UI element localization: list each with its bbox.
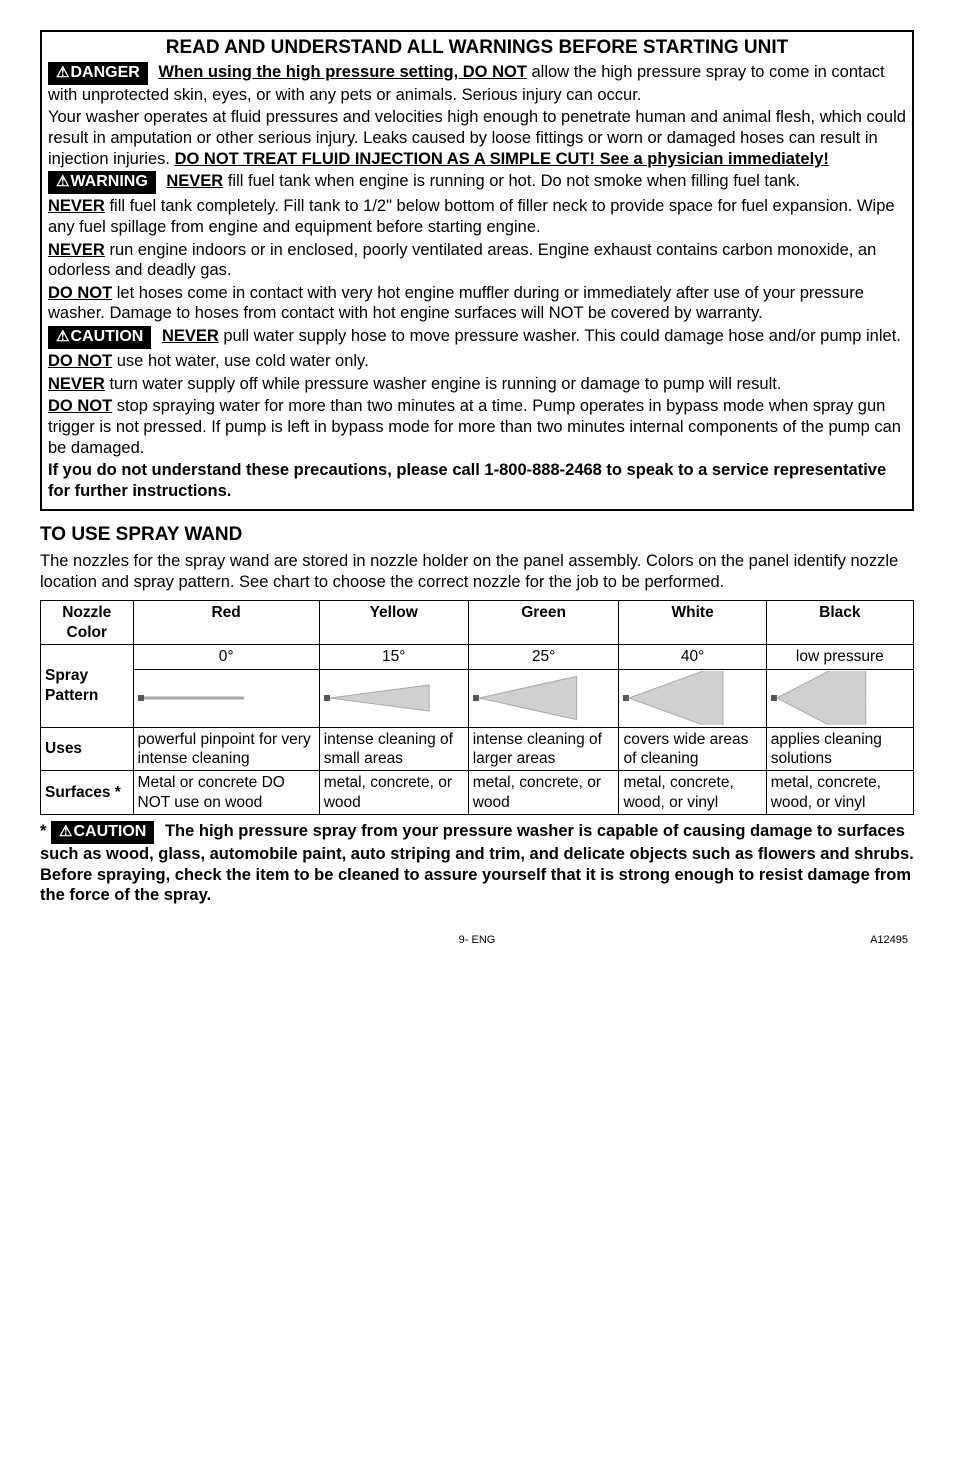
p10-rest: stop spraying water for more than two mi… <box>48 397 901 456</box>
pattern-4 <box>766 669 913 727</box>
warning-triangle-icon <box>56 173 70 190</box>
spray-icon <box>138 671 258 725</box>
p4-lead: NEVER <box>48 197 105 215</box>
p3-rest: fill fuel tank when engine is running or… <box>223 172 800 190</box>
th-yellow: Yellow <box>319 601 468 645</box>
p4-rest: fill fuel tank completely. Fill tank to … <box>48 197 895 236</box>
p11: If you do not understand these precautio… <box>48 460 906 501</box>
table-uses-row: Uses powerful pinpoint for very intense … <box>41 727 914 771</box>
surfaces-3: metal, concrete, wood, or vinyl <box>619 771 766 815</box>
surfaces-2: metal, concrete, or wood <box>468 771 619 815</box>
footnote-star: * <box>40 822 46 840</box>
spray-icon <box>623 671 743 725</box>
surfaces-4: metal, concrete, wood, or vinyl <box>766 771 913 815</box>
caution-badge: CAUTION <box>48 326 151 349</box>
caution-paragraph: CAUTION NEVER pull water supply hose to … <box>48 326 906 349</box>
uses-3: covers wide areas of cleaning <box>619 727 766 771</box>
table-pattern-row <box>41 669 914 727</box>
page-footer: 9- ENG A12495 <box>40 934 914 948</box>
p10: DO NOT stop spraying water for more than… <box>48 396 906 458</box>
p6: DO NOT let hoses come in contact with ve… <box>48 283 906 324</box>
p7-lead: NEVER <box>162 327 219 345</box>
p9-lead: NEVER <box>48 375 105 393</box>
p5-lead: NEVER <box>48 241 105 259</box>
pattern-1 <box>319 669 468 727</box>
warnings-box: READ AND UNDERSTAND ALL WARNINGS BEFORE … <box>40 30 914 511</box>
p2b: DO NOT TREAT FLUID INJECTION AS A SIMPLE… <box>175 150 829 168</box>
p6-rest: let hoses come in contact with very hot … <box>48 284 864 323</box>
table-surfaces-row: Surfaces * Metal or concrete DO NOT use … <box>41 771 914 815</box>
deg-2: 25° <box>468 645 619 669</box>
spray-icon <box>324 671 444 725</box>
surfaces-0: Metal or concrete DO NOT use on wood <box>133 771 319 815</box>
warning-paragraph: WARNING NEVER fill fuel tank when engine… <box>48 171 906 194</box>
pattern-0 <box>133 669 319 727</box>
th-white: White <box>619 601 766 645</box>
p8-lead: DO NOT <box>48 352 112 370</box>
th-black: Black <box>766 601 913 645</box>
spray-icon <box>771 671 891 725</box>
p6-lead: DO NOT <box>48 284 112 302</box>
section-title: TO USE SPRAY WAND <box>40 523 914 547</box>
deg-3: 40° <box>619 645 766 669</box>
p5: NEVER run engine indoors or in enclosed,… <box>48 240 906 281</box>
footnote-text: The high pressure spray from your pressu… <box>40 822 914 904</box>
p5-rest: run engine indoors or in enclosed, poorl… <box>48 241 876 280</box>
footer-center: 9- ENG <box>459 934 496 948</box>
uses-1: intense cleaning of small areas <box>319 727 468 771</box>
deg-0: 0° <box>133 645 319 669</box>
p10-lead: DO NOT <box>48 397 112 415</box>
nozzle-table: Nozzle Color Red Yellow Green White Blac… <box>40 600 914 815</box>
p4: NEVER fill fuel tank completely. Fill ta… <box>48 196 906 237</box>
warning-triangle-icon <box>59 823 73 840</box>
table-degree-row: Spray Pattern 0° 15° 25° 40° low pressur… <box>41 645 914 669</box>
p9-rest: turn water supply off while pressure was… <box>105 375 782 393</box>
row-label-spray-pattern: Spray Pattern <box>41 645 134 727</box>
row-label-surfaces: Surfaces * <box>41 771 134 815</box>
row-label-uses: Uses <box>41 727 134 771</box>
p7-rest: pull water supply hose to move pressure … <box>219 327 901 345</box>
spray-icon <box>473 671 593 725</box>
footer-right: A12495 <box>870 934 908 948</box>
uses-4: applies cleaning solutions <box>766 727 913 771</box>
p8-rest: use hot water, use cold water only. <box>112 352 369 370</box>
pattern-2 <box>468 669 619 727</box>
table-header-row: Nozzle Color Red Yellow Green White Blac… <box>41 601 914 645</box>
p9: NEVER turn water supply off while pressu… <box>48 374 906 395</box>
danger-paragraph: DANGER When using the high pressure sett… <box>48 62 906 106</box>
th-red: Red <box>133 601 319 645</box>
deg-1: 15° <box>319 645 468 669</box>
warning-triangle-icon <box>56 64 70 81</box>
th-nozzle-color: Nozzle Color <box>41 601 134 645</box>
deg-4: low pressure <box>766 645 913 669</box>
p3-lead: NEVER <box>166 172 223 190</box>
section-intro: The nozzles for the spray wand are store… <box>40 551 914 592</box>
uses-2: intense cleaning of larger areas <box>468 727 619 771</box>
p1-lead: When using the high pressure setting, DO… <box>158 63 527 81</box>
p8: DO NOT use hot water, use cold water onl… <box>48 351 906 372</box>
footnote-caution-badge: CAUTION <box>51 821 154 844</box>
p2: Your washer operates at fluid pressures … <box>48 107 906 169</box>
main-heading: READ AND UNDERSTAND ALL WARNINGS BEFORE … <box>48 36 906 60</box>
surfaces-1: metal, concrete, or wood <box>319 771 468 815</box>
footnote: * CAUTION The high pressure spray from y… <box>40 821 914 906</box>
uses-0: powerful pinpoint for very intense clean… <box>133 727 319 771</box>
warning-badge: WARNING <box>48 171 156 194</box>
th-green: Green <box>468 601 619 645</box>
warning-triangle-icon <box>56 328 70 345</box>
danger-badge: DANGER <box>48 62 148 85</box>
pattern-3 <box>619 669 766 727</box>
